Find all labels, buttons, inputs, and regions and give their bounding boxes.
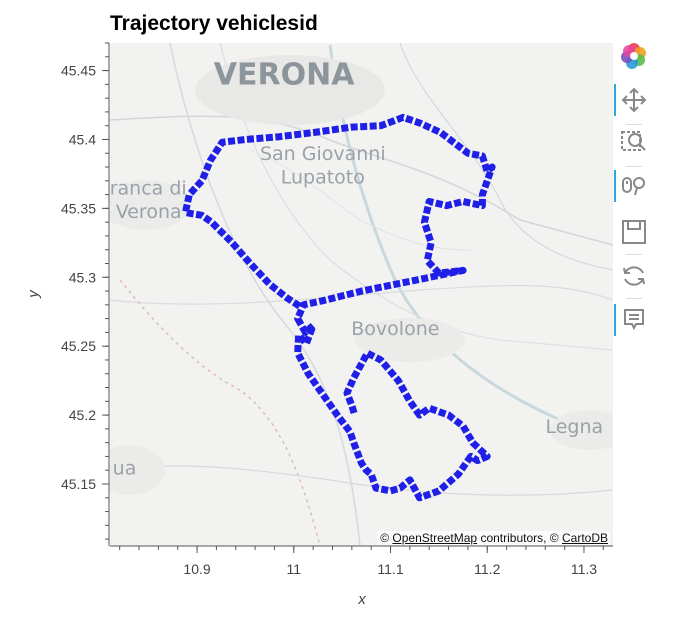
y-tick-label: 45.3 — [69, 269, 96, 285]
axes: 10.9 11 11.1 11.2 11.3 45.15 45.2 45.25 45.3 45.… — [61, 42, 613, 577]
save-icon[interactable] — [620, 218, 648, 246]
pan-icon[interactable] — [614, 84, 648, 116]
reset-icon[interactable] — [620, 262, 648, 290]
y-tick-label: 45.2 — [69, 407, 96, 423]
basemap-features — [110, 43, 613, 546]
x-axis-label: x — [357, 591, 366, 608]
y-axis-label: y — [25, 289, 42, 299]
basemap-label: San Giovanni — [260, 143, 386, 165]
trajectory-line[interactable] — [181, 113, 496, 502]
basemap-label: Lupatoto — [281, 167, 365, 189]
x-tick-label: 11.2 — [474, 561, 500, 577]
wheel-zoom-icon[interactable] — [614, 170, 648, 202]
y-tick-label: 45.25 — [61, 338, 96, 354]
basemap-label: Bovolone — [351, 318, 439, 340]
basemap-label: Legna — [545, 416, 603, 438]
cartodb-link[interactable]: CartoDB — [561, 531, 608, 545]
box-zoom-icon[interactable] — [620, 128, 648, 156]
hover-icon[interactable] — [614, 304, 648, 336]
basemap-label: ua — [113, 457, 137, 479]
x-tick-label: 11.3 — [571, 561, 597, 577]
basemap-label: Verona — [116, 201, 182, 223]
chart-toolbar — [614, 40, 656, 350]
map-attribution: © OpenStreetMap contributors, © CartoDB — [378, 531, 610, 545]
x-tick-label: 10.9 — [183, 561, 210, 577]
y-tick-label: 45.45 — [61, 63, 96, 79]
openstreetmap-link[interactable]: OpenStreetMap — [392, 531, 478, 545]
basemap-label: VERONA — [214, 57, 355, 92]
x-tick-label: 11.1 — [377, 561, 403, 577]
y-tick-label: 45.15 — [61, 476, 96, 492]
y-tick-label: 45.4 — [69, 131, 96, 147]
bokeh-logo-icon[interactable] — [620, 42, 648, 70]
basemap-label: afranca di — [91, 178, 186, 200]
x-tick-label: 11 — [287, 561, 302, 577]
chart-title: Trajectory vehiclesid — [110, 12, 318, 35]
attribution-middle: contributors, © — [477, 531, 562, 545]
attribution-prefix: © — [380, 531, 393, 545]
y-tick-label: 45.35 — [61, 200, 96, 216]
